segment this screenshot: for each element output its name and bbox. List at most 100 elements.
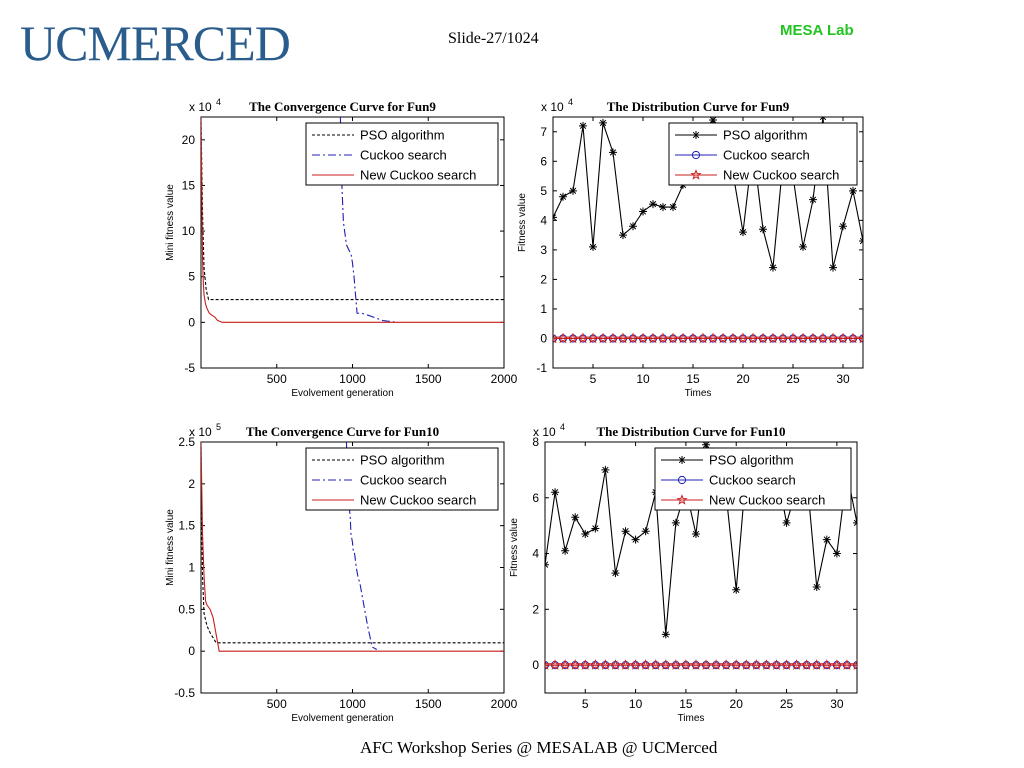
x-tick-label: 20 <box>736 372 750 386</box>
legend-label: PSO algorithm <box>360 453 445 468</box>
data-point <box>809 195 817 204</box>
data-point <box>841 659 853 670</box>
y-tick-label: 3 <box>540 243 547 257</box>
data-point <box>617 332 629 344</box>
data-point <box>847 332 859 344</box>
x-axis-label: Times <box>685 388 712 399</box>
data-point <box>667 332 679 344</box>
data-point <box>832 549 841 558</box>
y-tick-label: 2 <box>188 477 195 491</box>
series-group <box>201 117 504 323</box>
legend-marker <box>690 169 702 180</box>
data-point <box>567 332 579 344</box>
data-point <box>629 659 642 670</box>
data-point <box>680 659 692 670</box>
y-tick-label: 2 <box>532 602 539 616</box>
data-point <box>720 659 732 670</box>
chart-title: The Convergence Curve for Fun10 <box>246 424 439 439</box>
series-line-1 <box>201 117 504 301</box>
data-point <box>599 118 607 127</box>
data-point <box>591 524 600 533</box>
y-tick-label: 0 <box>188 315 195 329</box>
data-point <box>837 332 849 344</box>
data-point <box>669 203 677 212</box>
data-point <box>691 530 700 539</box>
y-tick-label: 7 <box>540 125 547 139</box>
legend-marker <box>676 494 688 505</box>
convergence-chart-fun9: x 10 4 The Convergence Curve for Fun9 500 10… <box>165 97 518 399</box>
data-point <box>629 222 637 231</box>
y-tick-label: 1.5 <box>178 519 195 533</box>
data-point <box>671 518 680 527</box>
y-tick-label: -0.5 <box>174 686 195 700</box>
axis-exponent: 4 <box>568 97 573 107</box>
data-point <box>690 659 702 670</box>
y-tick-label: 2 <box>540 272 547 286</box>
data-point <box>853 518 857 527</box>
data-point <box>553 213 557 222</box>
data-point <box>760 659 773 670</box>
data-point <box>687 332 699 344</box>
legend-label: New Cuckoo search <box>709 493 825 508</box>
data-point <box>732 585 741 594</box>
legend-box <box>305 447 499 511</box>
y-tick-label: 20 <box>182 133 196 147</box>
data-point <box>727 332 739 344</box>
chart-title: The Distribution Curve for Fun10 <box>597 424 786 439</box>
y-axis-label: Mini fitness value <box>165 184 176 261</box>
data-point <box>709 117 717 124</box>
y-axis-label: Mini fitness value <box>165 509 176 586</box>
data-point <box>551 488 560 497</box>
data-point <box>660 659 672 670</box>
x-tick-label: 30 <box>836 372 850 386</box>
x-tick-label: 30 <box>830 697 844 711</box>
y-tick-label: 0.5 <box>178 602 195 616</box>
x-tick-label: 2000 <box>491 697 518 711</box>
axis-multiplier: x 10 <box>189 100 212 114</box>
legend: PSO algorithm Cuckoo search New Cuckoo sea… <box>668 122 858 186</box>
distribution-chart-fun10: x 10 4 The Distribution Curve for Fun10 5 10… <box>509 422 858 724</box>
data-point <box>569 659 581 670</box>
data-point <box>607 332 619 344</box>
data-point <box>819 117 827 121</box>
data-point <box>827 332 839 344</box>
data-point <box>759 225 767 234</box>
x-axis-label: Evolvement generation <box>291 713 393 724</box>
data-point <box>740 659 752 670</box>
data-point <box>599 659 612 670</box>
footer-text: AFC Workshop Series @ MESALAB @ UCMerced <box>360 738 718 757</box>
y-tick-label: 2.5 <box>178 435 195 449</box>
data-point <box>812 583 821 592</box>
data-point <box>670 659 682 670</box>
data-point <box>589 659 601 670</box>
x-tick-label: 1000 <box>339 697 366 711</box>
data-point <box>780 659 793 670</box>
data-point <box>739 228 747 237</box>
data-point <box>769 263 777 272</box>
data-point <box>611 569 620 578</box>
data-point <box>799 242 807 251</box>
x-axis-label: Evolvement generation <box>291 388 393 399</box>
data-point <box>659 203 667 212</box>
data-point <box>849 186 857 195</box>
legend: PSO algorithm Cuckoo search New Cuckoo sea… <box>305 122 499 186</box>
legend: PSO algorithm Cuckoo search New Cuckoo sea… <box>654 447 852 511</box>
data-point <box>770 659 783 670</box>
y-tick-label: 8 <box>532 435 539 449</box>
series-line-3 <box>201 442 504 652</box>
y-tick-label: 0 <box>188 644 195 658</box>
legend-marker <box>677 475 687 485</box>
legend-label: New Cuckoo search <box>360 168 476 183</box>
data-point <box>647 332 659 344</box>
x-tick-label: 10 <box>636 372 650 386</box>
data-point <box>637 332 649 344</box>
ucmerced-logo: UCMERCED <box>20 15 291 71</box>
data-point <box>561 546 570 555</box>
data-point <box>851 659 857 670</box>
data-point <box>710 659 722 670</box>
data-point <box>609 148 617 157</box>
data-point <box>859 237 863 246</box>
legend-label: New Cuckoo search <box>723 168 839 183</box>
axis-exponent: 4 <box>560 422 565 432</box>
